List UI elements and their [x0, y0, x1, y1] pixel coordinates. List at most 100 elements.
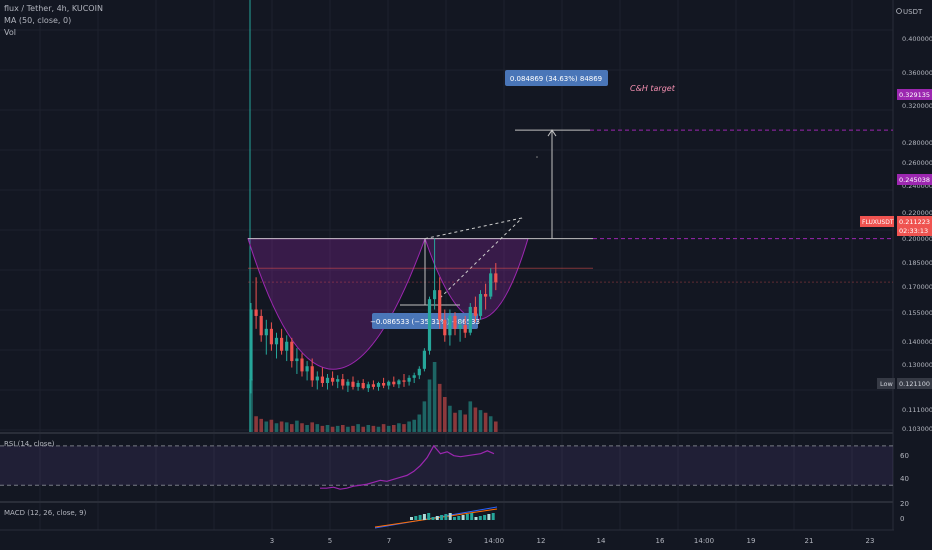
volume-bar	[376, 426, 381, 432]
volume-bar	[274, 423, 279, 432]
macd-hist	[491, 513, 495, 520]
candle-body	[484, 294, 488, 297]
macd-hist	[457, 516, 461, 520]
candles	[249, 238, 498, 394]
candle-body	[478, 294, 483, 316]
time-tick: 12	[537, 537, 546, 545]
volume-bar	[325, 425, 330, 432]
volume-bar	[432, 362, 437, 432]
resistance-badge	[897, 174, 932, 185]
volume-bar	[412, 419, 416, 432]
measure-up-box	[505, 70, 608, 86]
volume-bar	[392, 425, 396, 432]
candle-body	[290, 341, 294, 362]
rsi-tick: 40	[900, 475, 909, 483]
volume-bar	[422, 401, 427, 432]
volume-bar	[341, 425, 345, 432]
macd-hist	[478, 516, 482, 520]
candle-body	[387, 381, 391, 386]
macd-hist	[453, 517, 456, 520]
volume-bar	[284, 422, 289, 432]
volume-bar	[386, 425, 391, 432]
price-tick: 0.280000	[902, 139, 932, 147]
target-text: C&H target	[630, 84, 676, 93]
rsi-label: RSI (14, close)	[4, 440, 55, 448]
candle-body	[269, 328, 273, 345]
candle-body	[417, 368, 421, 376]
time-tick: 5	[328, 537, 332, 545]
volume-bar	[310, 422, 314, 432]
price-tick: 0.103000	[902, 425, 932, 433]
volume-bar	[402, 424, 406, 432]
rsi-tick: 20	[900, 500, 909, 508]
candle-body	[376, 382, 381, 387]
rsi-line	[320, 444, 495, 490]
volume-bar	[407, 421, 411, 432]
volume-bar	[478, 410, 483, 432]
grid	[0, 0, 932, 531]
macd-hist	[465, 514, 469, 520]
measure-up-arrow	[547, 129, 557, 137]
candle-body	[453, 315, 457, 329]
macd-hist	[414, 516, 418, 520]
macd-pane: MACD (12, 26, close, 9)	[4, 506, 498, 529]
time-tick: 19	[747, 537, 756, 545]
volume-bar	[453, 412, 457, 432]
candle-body	[402, 380, 406, 382]
time-tick: 3	[270, 537, 274, 545]
price-tick: 0.140000	[902, 338, 932, 346]
time-tick: 7	[387, 537, 391, 545]
candle-body	[280, 337, 284, 351]
candle-body	[463, 324, 467, 333]
macd-hist	[435, 516, 439, 520]
volume-bar	[381, 424, 386, 432]
volume-bar	[356, 424, 360, 432]
ma-legend[interactable]: MA (50, close, 0)	[4, 16, 72, 25]
volume-bar	[494, 421, 498, 432]
time-tick: 16	[656, 537, 665, 545]
macd-hist	[474, 517, 478, 520]
volume-bar	[335, 425, 340, 432]
macd-hist	[440, 515, 444, 520]
chart-legend: flux / Tether, 4h, KUCOIN MA (50, close,…	[4, 3, 103, 39]
price-axis: 0.400000 0.360000 0.320000 0.280000 0.260000…	[894, 0, 932, 550]
macd-hist	[427, 513, 431, 520]
low-tag	[877, 378, 895, 389]
candle-body	[443, 319, 447, 336]
low-badge-text: 0.121100	[899, 380, 930, 388]
volume-bar	[458, 410, 462, 432]
volume-bar	[269, 419, 274, 432]
vol-legend[interactable]: Vol	[4, 28, 16, 37]
macd-hist	[422, 514, 426, 520]
candle-body	[336, 379, 340, 382]
candle-body	[320, 376, 324, 383]
price-tick: 0.400000	[902, 35, 932, 43]
price-tick: 0.240000	[902, 182, 932, 190]
candle-body	[361, 382, 365, 389]
symbol-legend[interactable]: flux / Tether, 4h, KUCOIN	[4, 4, 103, 13]
settings-icon	[896, 8, 902, 14]
countdown-text: 02:33:13	[899, 227, 928, 235]
drawings: 0.084869 (34.63%) 84869 −0.086533 (−35.31…	[247, 70, 893, 370]
volume-bar	[488, 416, 493, 432]
price-tick: 0.130000	[902, 361, 932, 369]
candle-body	[494, 273, 498, 283]
macd-hist	[487, 514, 491, 520]
candle-body	[331, 377, 335, 382]
time-tick: 9	[448, 537, 452, 545]
candle-body	[305, 366, 309, 372]
macd-hist	[444, 514, 448, 520]
last-price-badge	[897, 216, 932, 236]
candle-body	[422, 350, 426, 369]
volume-bar	[330, 426, 335, 432]
candle-body	[397, 380, 401, 385]
last-price-text: 0.211223	[899, 218, 930, 226]
volume-bar	[346, 426, 350, 432]
volume-bar	[443, 397, 447, 432]
time-tick: 14	[597, 537, 606, 545]
volume-bar	[249, 379, 253, 432]
volume-bar	[290, 424, 294, 432]
candle-body	[458, 324, 462, 329]
candle-body	[392, 381, 396, 385]
